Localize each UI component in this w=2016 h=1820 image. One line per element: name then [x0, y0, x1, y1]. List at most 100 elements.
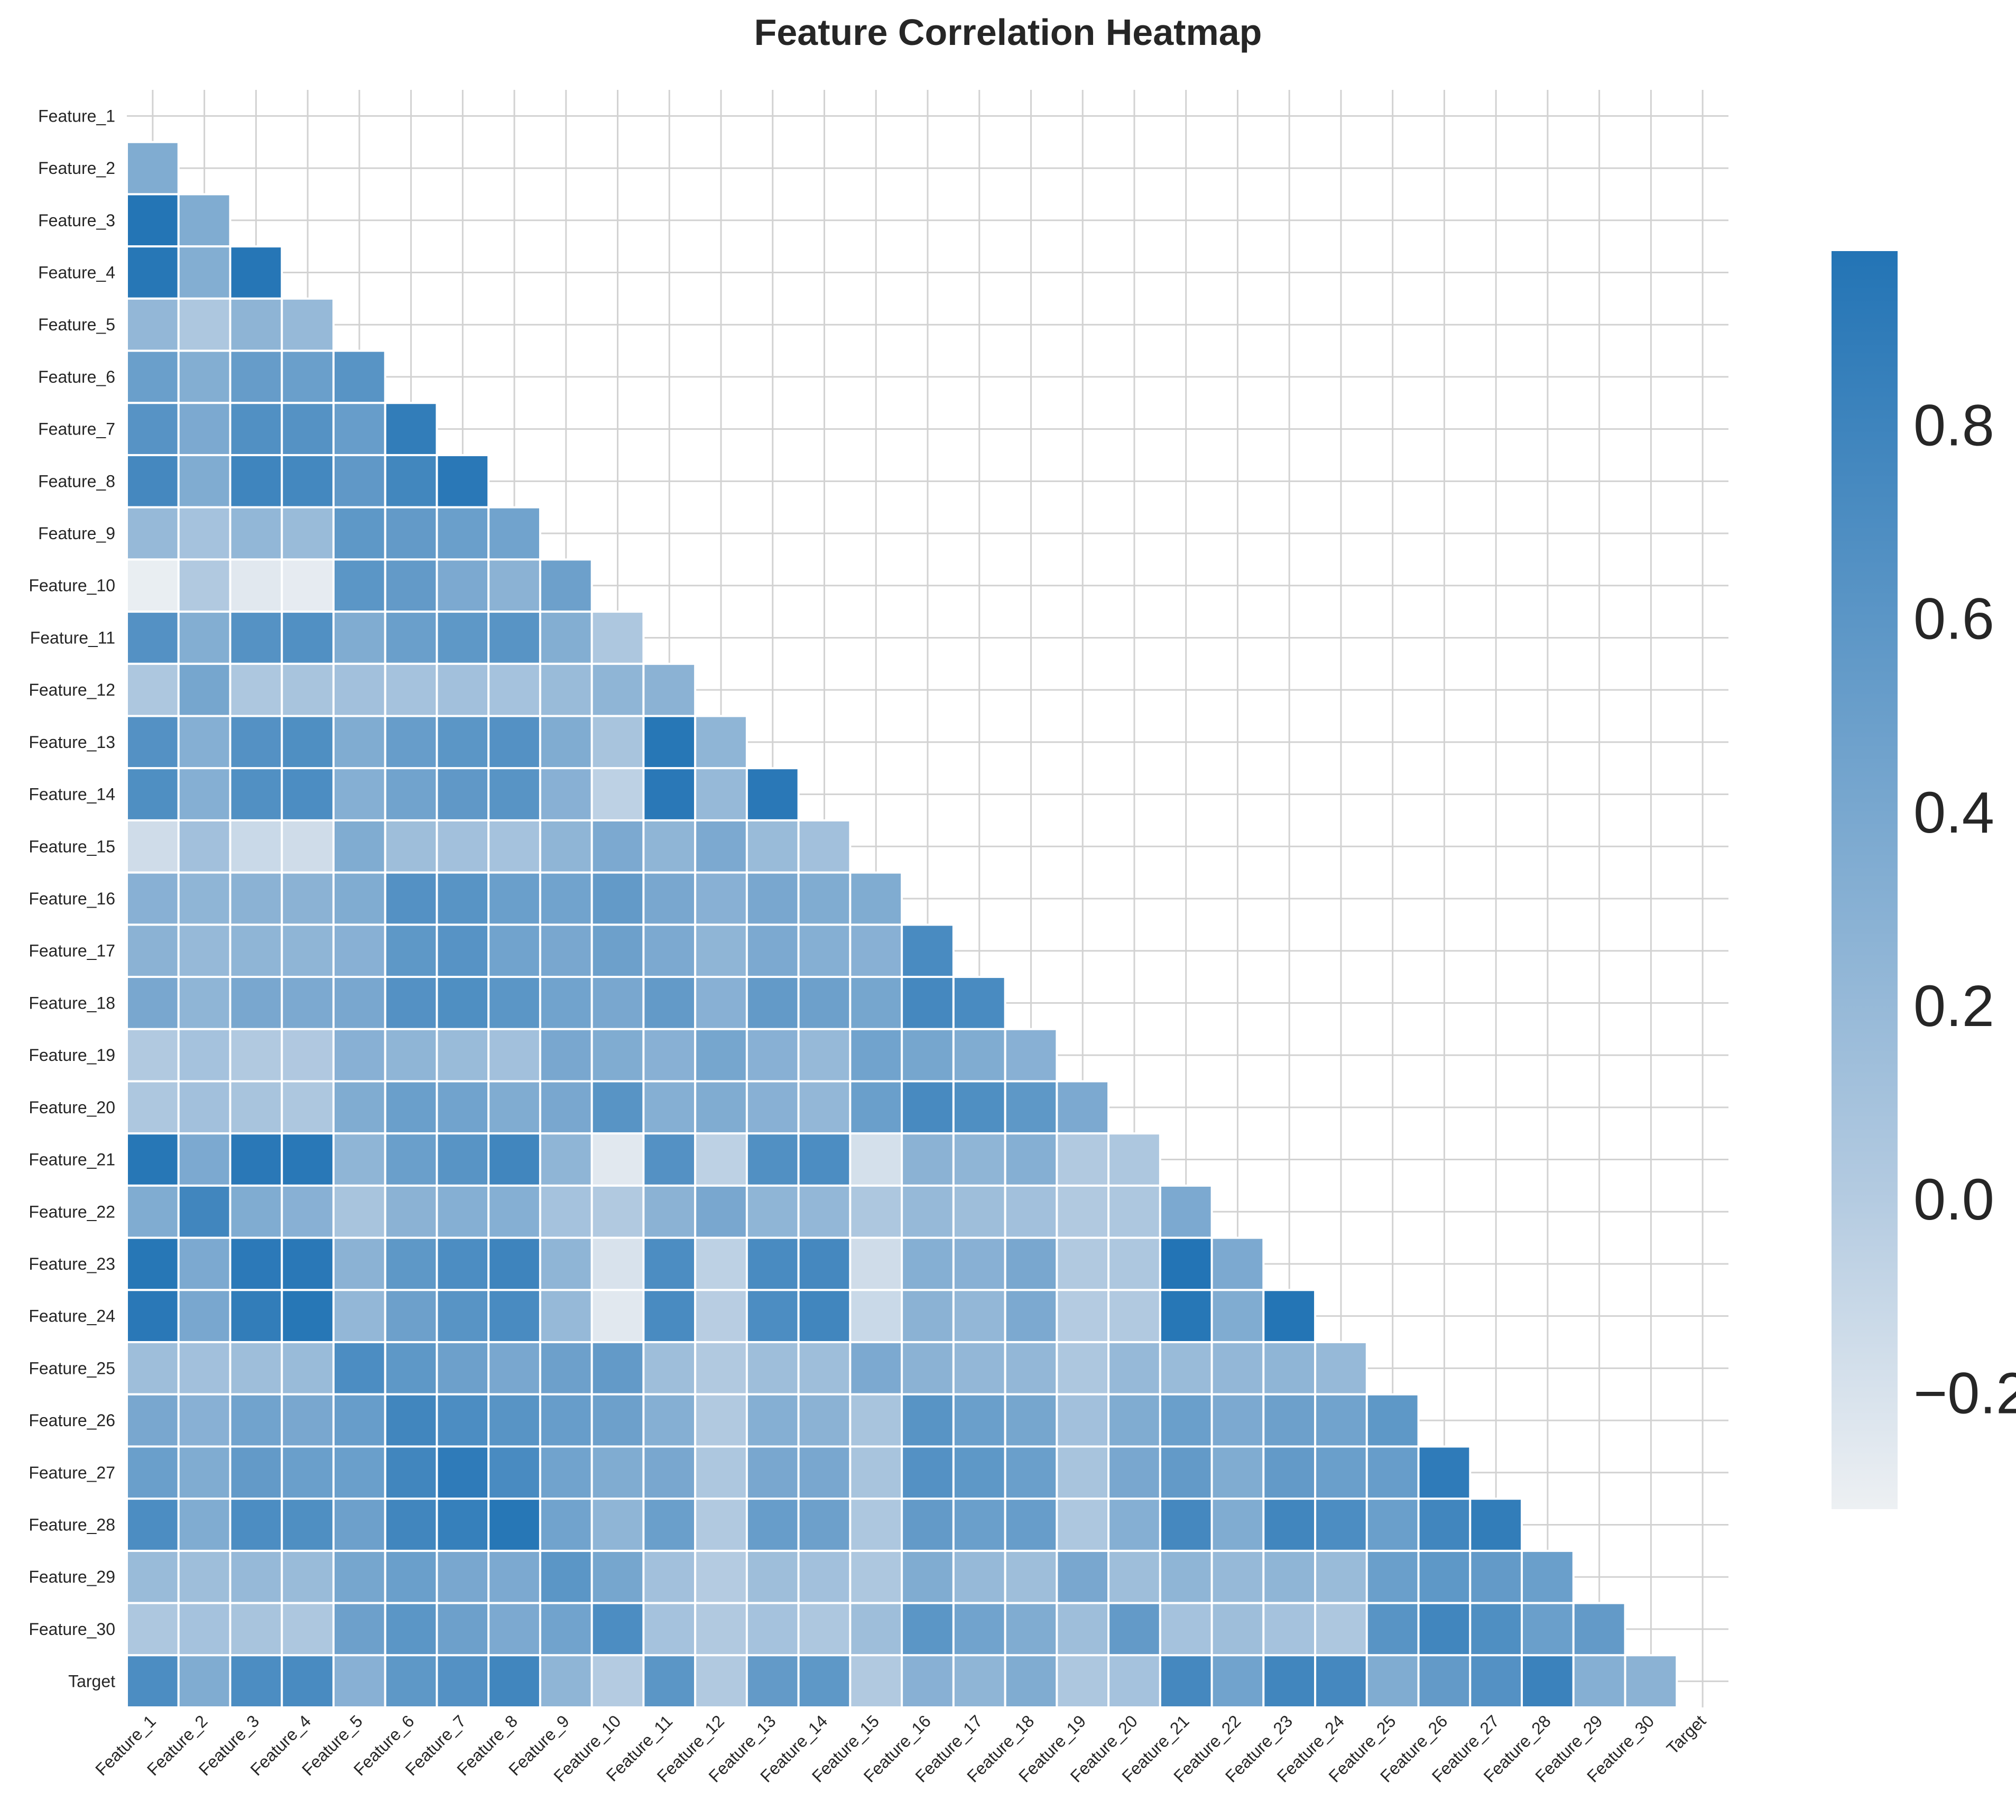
heatmap-cell — [384, 1602, 438, 1657]
heatmap-cell — [1365, 1445, 1420, 1500]
heatmap-cell — [952, 1445, 1006, 1500]
heatmap-cell — [642, 819, 697, 874]
heatmap-cell — [177, 558, 232, 613]
heatmap-cell — [177, 1184, 232, 1239]
heatmap-cell — [384, 662, 438, 717]
heatmap-cell — [1159, 1393, 1213, 1448]
heatmap-cell — [539, 976, 593, 1030]
x-tick-label: Target — [1663, 1711, 1709, 1758]
heatmap-cell — [229, 1289, 283, 1344]
heatmap-cell — [126, 1445, 180, 1500]
heatmap-cell — [797, 1289, 852, 1344]
y-tick-label: Feature_20 — [29, 1098, 115, 1117]
heatmap-cell — [590, 1184, 645, 1239]
heatmap-cell — [126, 1028, 180, 1083]
heatmap-cell — [229, 402, 283, 456]
heatmap-cell — [177, 871, 232, 926]
heatmap-cell — [281, 1498, 335, 1552]
heatmap-cell — [126, 1132, 180, 1187]
heatmap-cell — [126, 402, 180, 456]
y-tick-label: Feature_13 — [29, 733, 115, 752]
heatmap-cell — [436, 1654, 490, 1708]
heatmap-cell — [332, 1289, 386, 1344]
heatmap-cell — [952, 1132, 1006, 1187]
heatmap-cell — [487, 506, 541, 561]
heatmap-cell — [642, 715, 697, 770]
heatmap-cell — [642, 662, 697, 717]
heatmap-cell — [281, 715, 335, 770]
heatmap-cell — [745, 1184, 800, 1239]
heatmap-cell — [797, 1236, 852, 1291]
heatmap-cell — [384, 506, 438, 561]
heatmap-cell — [694, 819, 748, 874]
heatmap-cell — [281, 819, 335, 874]
heatmap-cell — [590, 871, 645, 926]
colorbar-tick-label: 0.6 — [1913, 587, 1994, 652]
heatmap-cell — [332, 611, 386, 665]
heatmap-cell — [384, 767, 438, 821]
heatmap-cell — [281, 871, 335, 926]
heatmap-cell — [177, 1289, 232, 1344]
heatmap-cell — [177, 767, 232, 821]
heatmap-cell — [1314, 1654, 1368, 1708]
y-tick-label: Feature_21 — [29, 1150, 115, 1169]
heatmap-cell — [1107, 1184, 1161, 1239]
heatmap-cell — [797, 976, 852, 1030]
heatmap-cell — [1314, 1445, 1368, 1500]
heatmap-cell — [332, 1498, 386, 1552]
heatmap-cell — [281, 767, 335, 821]
heatmap-cell — [1004, 1184, 1058, 1239]
heatmap-cell — [849, 1028, 903, 1083]
heatmap-cell — [952, 1654, 1006, 1708]
heatmap-cell — [332, 1184, 386, 1239]
heatmap-cell — [539, 1549, 593, 1604]
y-tick-label: Feature_24 — [29, 1307, 115, 1326]
heatmap-cell — [1004, 1654, 1058, 1708]
heatmap-cell — [1004, 1341, 1058, 1396]
heatmap-cell — [1521, 1549, 1575, 1604]
heatmap-cell — [797, 1498, 852, 1552]
heatmap-cell — [177, 1028, 232, 1083]
y-tick-label: Feature_17 — [29, 941, 115, 960]
heatmap-cell — [539, 1393, 593, 1448]
heatmap-cell — [952, 1236, 1006, 1291]
y-tick-label: Feature_2 — [38, 159, 115, 178]
y-tick-label: Feature_10 — [29, 576, 115, 595]
heatmap-cell — [642, 767, 697, 821]
heatmap-cell — [745, 1341, 800, 1396]
heatmap-cell — [539, 715, 593, 770]
heatmap-cell — [281, 1445, 335, 1500]
heatmap-cell — [332, 1132, 386, 1187]
heatmap-cell — [126, 1184, 180, 1239]
heatmap-cell — [1004, 1132, 1058, 1187]
heatmap-cell — [642, 1028, 697, 1083]
heatmap-cell — [849, 1080, 903, 1135]
heatmap-cell — [1417, 1445, 1472, 1500]
heatmap-cell — [849, 1132, 903, 1187]
heatmap-cell — [590, 923, 645, 978]
heatmap-cell — [126, 245, 180, 300]
heatmap-cell — [539, 819, 593, 874]
heatmap-cell — [229, 715, 283, 770]
heatmap-cell — [126, 558, 180, 613]
heatmap-cell — [590, 1341, 645, 1396]
heatmap-cell — [436, 871, 490, 926]
heatmap-cell — [177, 1602, 232, 1657]
heatmap-cell — [229, 1341, 283, 1396]
y-tick-label: Target — [68, 1672, 115, 1691]
heatmap-cell — [590, 819, 645, 874]
heatmap-cell — [952, 1602, 1006, 1657]
heatmap-cell — [384, 976, 438, 1030]
heatmap-cell — [590, 1498, 645, 1552]
heatmap-cell — [1469, 1654, 1523, 1708]
heatmap-cell — [126, 349, 180, 404]
heatmap-cell — [436, 1445, 490, 1500]
heatmap-cell — [1056, 1654, 1110, 1708]
heatmap-cell — [126, 976, 180, 1030]
heatmap-cell — [642, 1080, 697, 1135]
heatmap-cell — [1056, 1549, 1110, 1604]
heatmap-cell — [539, 1184, 593, 1239]
heatmap-cell — [1004, 1236, 1058, 1291]
heatmap-cell — [745, 1080, 800, 1135]
